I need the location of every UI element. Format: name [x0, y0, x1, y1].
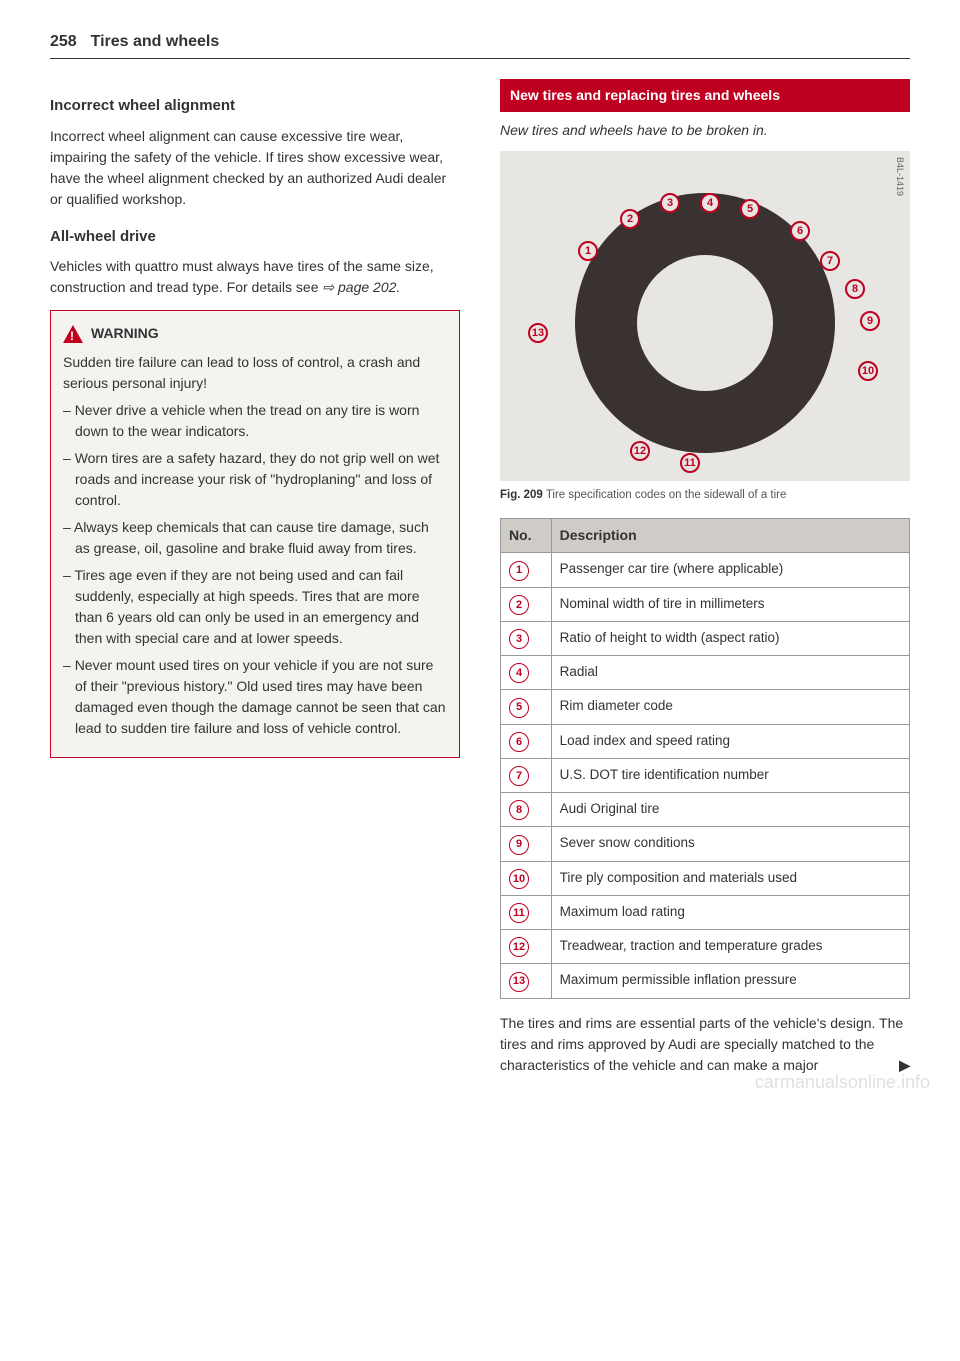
callout-2: 2 — [620, 209, 640, 229]
row-num: 3 — [509, 629, 529, 649]
row-num: 9 — [509, 835, 529, 855]
table-row: 3 Ratio of height to width (aspect ratio) — [501, 621, 910, 655]
figure-caption-label: Fig. 209 — [500, 489, 543, 501]
table-row: 1 Passenger car tire (where applicable) — [501, 553, 910, 587]
callout-11: 11 — [680, 453, 700, 473]
row-desc: Maximum permissible inflation pressure — [551, 964, 909, 998]
table-row: 9 Sever snow conditions — [501, 827, 910, 861]
heading-awd: All-wheel drive — [50, 226, 460, 249]
row-num: 7 — [509, 766, 529, 786]
table-row: 10 Tire ply composition and materials use… — [501, 861, 910, 895]
row-desc: Radial — [551, 656, 909, 690]
callout-4: 4 — [700, 193, 720, 213]
callout-3: 3 — [660, 193, 680, 213]
trailing-paragraph: The tires and rims are essential parts o… — [500, 1013, 910, 1076]
row-num: 1 — [509, 561, 529, 581]
warning-title: WARNING — [91, 323, 159, 344]
row-desc: U.S. DOT tire identification number — [551, 758, 909, 792]
warning-item: Worn tires are a safety hazard, they do … — [63, 448, 447, 511]
table-header-desc: Description — [551, 519, 909, 553]
table-row: 13 Maximum permissible inflation pressure — [501, 964, 910, 998]
table-row: 8 Audi Original tire — [501, 793, 910, 827]
row-desc: Rim diameter code — [551, 690, 909, 724]
row-desc: Sever snow conditions — [551, 827, 909, 861]
warning-list: Never drive a vehicle when the tread on … — [63, 400, 447, 739]
row-desc: Treadwear, traction and temperature grad… — [551, 930, 909, 964]
right-column: New tires and replacing tires and wheels… — [500, 79, 910, 1086]
figure-caption: Fig. 209 Tire specification codes on the… — [500, 487, 910, 504]
warning-item: Never mount used tires on your vehicle i… — [63, 655, 447, 739]
callout-6: 6 — [790, 221, 810, 241]
figure-caption-text: Tire specification codes on the sidewall… — [546, 489, 787, 501]
warning-item: Never drive a vehicle when the tread on … — [63, 400, 447, 442]
row-desc: Nominal width of tire in millimeters — [551, 587, 909, 621]
row-desc: Maximum load rating — [551, 895, 909, 929]
page-header: 258 Tires and wheels — [50, 30, 910, 59]
figure-box: B4L-1419 1 2 3 4 5 6 7 8 9 10 11 12 13 — [500, 151, 910, 481]
table-row: 7 U.S. DOT tire identification number — [501, 758, 910, 792]
table-row: 6 Load index and speed rating — [501, 724, 910, 758]
page-ref-link[interactable]: page 202. — [322, 279, 400, 295]
row-num: 4 — [509, 663, 529, 683]
section-subtitle: New tires and wheels have to be broken i… — [500, 120, 910, 141]
callout-13: 13 — [528, 323, 548, 343]
left-column: Incorrect wheel alignment Incorrect whee… — [50, 79, 460, 1086]
table-row: 12 Treadwear, traction and temperature gr… — [501, 930, 910, 964]
row-desc: Audi Original tire — [551, 793, 909, 827]
watermark: carmanualsonline.info — [755, 1069, 930, 1096]
codes-table: No. Description 1 Passenger car tire (whe… — [500, 518, 910, 998]
callout-10: 10 — [858, 361, 878, 381]
para-alignment: Incorrect wheel alignment can cause exce… — [50, 126, 460, 210]
row-num: 11 — [509, 903, 529, 923]
heading-incorrect-alignment: Incorrect wheel alignment — [50, 95, 460, 118]
warning-triangle-icon — [63, 325, 83, 343]
callout-12: 12 — [630, 441, 650, 461]
warning-item: Always keep chemicals that can cause tir… — [63, 517, 447, 559]
row-desc: Tire ply composition and materials used — [551, 861, 909, 895]
callout-8: 8 — [845, 279, 865, 299]
warning-box: WARNING Sudden tire failure can lead to … — [50, 310, 460, 758]
codes-table-body: 1 Passenger car tire (where applicable) 2… — [501, 553, 910, 998]
row-num: 8 — [509, 800, 529, 820]
warning-item: Tires age even if they are not being use… — [63, 565, 447, 649]
table-row: 2 Nominal width of tire in millimeters — [501, 587, 910, 621]
callout-1: 1 — [578, 241, 598, 261]
trailing-text: The tires and rims are essential parts o… — [500, 1015, 903, 1073]
page-number: 258 — [50, 33, 77, 50]
row-num: 6 — [509, 732, 529, 752]
row-num: 12 — [509, 937, 529, 957]
row-num: 2 — [509, 595, 529, 615]
row-desc: Ratio of height to width (aspect ratio) — [551, 621, 909, 655]
table-header-no: No. — [501, 519, 552, 553]
table-row: 5 Rim diameter code — [501, 690, 910, 724]
content-columns: Incorrect wheel alignment Incorrect whee… — [50, 79, 910, 1086]
para-awd: Vehicles with quattro must always have t… — [50, 256, 460, 298]
warning-header: WARNING — [63, 323, 447, 344]
callout-5: 5 — [740, 199, 760, 219]
callout-7: 7 — [820, 251, 840, 271]
photo-id-label: B4L-1419 — [893, 157, 907, 196]
table-row: 4 Radial — [501, 656, 910, 690]
row-desc: Load index and speed rating — [551, 724, 909, 758]
row-desc: Passenger car tire (where applicable) — [551, 553, 909, 587]
section-banner: New tires and replacing tires and wheels — [500, 79, 910, 112]
table-row: 11 Maximum load rating — [501, 895, 910, 929]
warning-lead: Sudden tire failure can lead to loss of … — [63, 352, 447, 394]
row-num: 13 — [509, 972, 529, 992]
row-num: 10 — [509, 869, 529, 889]
section-title: Tires and wheels — [91, 33, 220, 50]
row-num: 5 — [509, 698, 529, 718]
callout-9: 9 — [860, 311, 880, 331]
